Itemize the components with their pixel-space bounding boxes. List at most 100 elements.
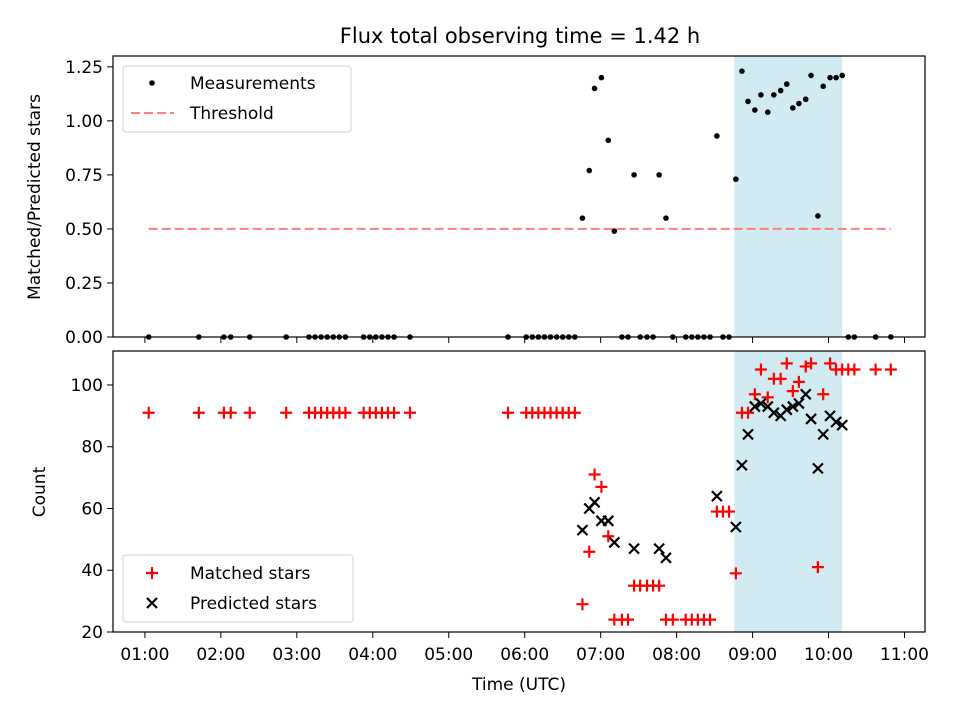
measurement-point	[598, 74, 605, 81]
measurement-point	[827, 74, 833, 81]
x-tick-label: 02:00	[196, 645, 245, 665]
matched-star-point	[774, 372, 787, 385]
measurement-point	[656, 172, 662, 178]
matched-star-point	[568, 406, 581, 419]
matched-star-point	[622, 613, 635, 626]
bottom-y-tick-label: 20	[81, 623, 103, 643]
measurement-point	[796, 100, 802, 107]
matched-star-point	[595, 480, 608, 493]
matched-star-point	[792, 375, 805, 388]
bottom-plot-panel: 20 40 60 80 100 01:00 02:00 03:00 04:00 05:00 06:…	[30, 350, 929, 665]
x-tick-label: 07:00	[576, 645, 625, 665]
matched-star-point	[653, 579, 666, 592]
measurement-point	[733, 176, 739, 183]
measurement-point	[815, 213, 821, 219]
top-legend: Measurements Threshold	[122, 65, 352, 133]
top-y-axis-ticks: 0.00 0.25 0.50 0.75 1.00 1.25	[65, 58, 113, 348]
measurement-point	[745, 98, 751, 105]
predicted-stars-points	[576, 388, 848, 564]
measurement-point	[771, 92, 777, 98]
matched-star-point	[142, 406, 155, 419]
predicted-star-point	[711, 490, 723, 502]
legend-predicted-label: Predicted stars	[190, 594, 317, 614]
x-tick-label: 06:00	[500, 645, 549, 665]
bottom-y-tick-label: 60	[81, 499, 103, 519]
predicted-star-point	[602, 515, 615, 527]
predicted-star-point	[780, 403, 793, 416]
top-legend-box	[122, 65, 352, 133]
predicted-star-point	[768, 406, 780, 419]
matched-star-point	[754, 363, 767, 376]
bottom-y-tick-label: 40	[81, 561, 103, 581]
matched-star-point	[280, 406, 293, 419]
predicted-star-point	[660, 552, 672, 564]
matched-star-point	[811, 561, 824, 574]
predicted-star-point	[812, 462, 824, 475]
x-tick-label: 05:00	[424, 645, 473, 665]
x-tick-label: 04:00	[348, 645, 397, 665]
top-y-tick-label: 0.75	[65, 166, 103, 186]
top-y-tick-label: 0.50	[65, 220, 103, 240]
bottom-x-axis-ticks: 01:00 02:00 03:00 04:00 05:00 06:00 07:00 08:00…	[120, 632, 929, 665]
predicted-star-point	[749, 400, 761, 413]
x-tick-label: 01:00	[120, 645, 169, 665]
matched-star-point	[869, 363, 882, 376]
predicted-star-point	[755, 397, 767, 410]
measurement-point	[611, 228, 618, 234]
x-tick-label: 08:00	[652, 645, 701, 665]
measurement-point	[631, 172, 637, 178]
legend-predicted-marker	[146, 597, 158, 609]
top-x-axis-ticks	[144, 337, 905, 343]
measurement-point	[586, 167, 593, 174]
matched-star-point	[786, 385, 799, 398]
measurement-point	[579, 215, 586, 221]
predicted-star-point	[799, 388, 812, 401]
predicted-star-point	[742, 428, 754, 441]
legend-measurements-label: Measurements	[190, 74, 316, 94]
measurement-point	[764, 109, 771, 115]
matched-star-point	[588, 468, 601, 481]
legend-matched-label: Matched stars	[190, 564, 310, 584]
bottom-legend-box	[122, 554, 354, 623]
predicted-star-point	[588, 496, 601, 509]
measurement-point	[591, 85, 598, 92]
matched-star-point	[761, 391, 774, 404]
top-y-tick-label: 0.25	[65, 274, 103, 294]
measurement-point	[839, 72, 846, 79]
matched-star-point	[742, 406, 755, 419]
x-tick-label: 11:00	[880, 645, 929, 665]
measurement-point	[833, 74, 839, 81]
matched-star-point	[583, 545, 596, 558]
predicted-star-point	[653, 542, 665, 555]
matched-star-point	[805, 357, 818, 370]
bottom-y-tick-label: 100	[71, 376, 103, 396]
predicted-star-point	[628, 542, 640, 555]
predicted-star-point	[817, 428, 829, 441]
x-tick-label: 10:00	[804, 645, 853, 665]
matched-star-point	[704, 613, 717, 626]
top-y-axis-label: Matched/Predicted stars	[25, 94, 45, 300]
matched-star-point	[723, 505, 736, 518]
matched-star-point	[224, 406, 237, 419]
matched-star-point	[339, 406, 352, 419]
matched-star-point	[729, 567, 742, 580]
top-plot-panel: 0.00 0.25 0.50 0.75 1.00 1.25 Matched/Predict…	[25, 55, 926, 348]
predicted-star-point	[608, 536, 621, 549]
matched-star-point	[884, 363, 897, 376]
chart-title: Flux total observing time = 1.42 h	[340, 24, 700, 48]
bottom-y-axis-ticks: 20 40 60 80 100	[71, 376, 113, 643]
matched-star-point	[824, 357, 837, 370]
matched-star-point	[602, 530, 615, 543]
measurement-point	[820, 83, 827, 90]
bottom-y-axis-label: Count	[30, 466, 50, 517]
top-shaded-region	[734, 56, 843, 337]
matched-star-point	[817, 388, 830, 401]
matched-star-point	[666, 613, 679, 626]
top-y-tick-label: 1.25	[65, 58, 103, 78]
legend-measurements-marker	[149, 80, 155, 86]
bottom-plot-frame	[112, 350, 926, 633]
predicted-star-point	[830, 416, 842, 428]
bottom-y-tick-label: 80	[81, 438, 103, 458]
measurement-point	[739, 68, 745, 74]
matched-star-point	[192, 406, 205, 419]
